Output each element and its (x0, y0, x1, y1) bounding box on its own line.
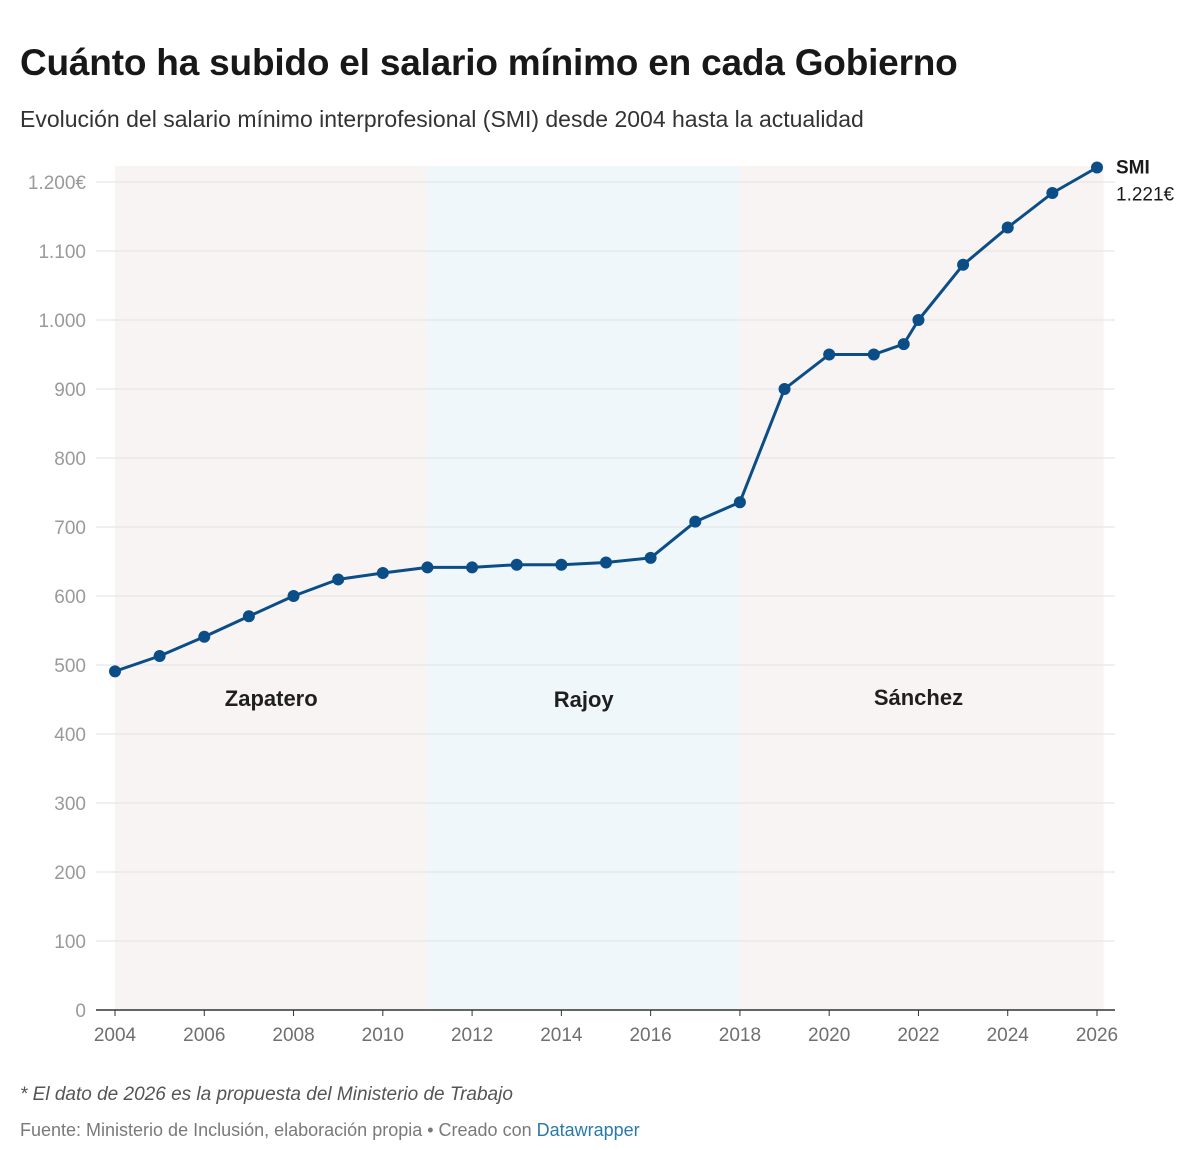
y-tick-label: 400 (54, 725, 86, 746)
data-point (198, 630, 211, 643)
data-point (689, 515, 702, 528)
data-point (778, 383, 791, 395)
source-text: Fuente: Ministerio de Inclusión, elabora… (20, 1120, 537, 1140)
x-tick-label: 2010 (362, 1025, 404, 1046)
series-lines (113, 166, 1099, 673)
x-tick-label: 2016 (629, 1025, 671, 1046)
footnote: * El dato de 2026 es la propuesta del Mi… (20, 1084, 513, 1105)
y-tick-label: 1.000 (38, 311, 86, 332)
chart-subtitle: Evolución del salario mínimo interprofes… (20, 106, 864, 132)
end-labels: SMI 1.221€ (1116, 158, 1175, 206)
data-point (466, 561, 479, 574)
period-labels: Zapatero Rajoy Sánchez (225, 685, 963, 712)
data-point (957, 258, 970, 271)
x-tick-label: 2004 (94, 1025, 137, 1046)
y-tick-label: 1.200€ (28, 173, 87, 194)
series-points (109, 161, 1103, 678)
data-point (421, 561, 434, 574)
datawrapper-link[interactable]: Datawrapper (536, 1120, 640, 1140)
chart-title: Cuánto ha subido el salario mínimo en ca… (20, 42, 958, 83)
series-end-value: 1.221€ (1116, 185, 1175, 206)
x-tick-label: 2014 (540, 1025, 583, 1046)
y-tick-label: 800 (54, 449, 86, 470)
data-point (242, 610, 255, 623)
data-point (912, 314, 925, 326)
data-point (897, 338, 910, 351)
period-band-2 (739, 166, 1104, 1010)
period-label-sánchez: Sánchez (874, 685, 963, 710)
data-point (1091, 161, 1103, 174)
data-point (1001, 221, 1014, 234)
y-tick-label: 1.100 (38, 242, 86, 263)
data-point (332, 573, 345, 586)
period-label-zapatero: Zapatero (225, 686, 318, 711)
x-tick-label: 2008 (272, 1025, 314, 1046)
data-point (510, 558, 523, 571)
y-tick-label: 900 (54, 380, 86, 401)
data-point (644, 551, 657, 564)
x-tick-label: 2024 (987, 1025, 1030, 1046)
y-tick-label: 0 (75, 1001, 86, 1022)
y-axis-labels: 0 100 200 300 400 500 600 700 800 900 1.000 1.100 1.… (28, 173, 87, 1022)
period-band-1 (427, 166, 740, 1010)
data-point (109, 665, 121, 678)
data-point (376, 567, 389, 580)
data-point (1046, 187, 1059, 200)
y-tick-label: 700 (54, 518, 86, 539)
period-bands (115, 166, 1104, 1010)
data-point (600, 556, 612, 569)
series-end-name: SMI (1116, 158, 1150, 179)
y-tick-label: 200 (54, 863, 86, 884)
x-tick-label: 2012 (451, 1025, 493, 1046)
y-tick-label: 300 (54, 794, 86, 815)
data-point (287, 590, 300, 602)
data-point (823, 348, 836, 361)
y-tick-label: 100 (54, 932, 86, 953)
data-point (555, 558, 568, 571)
x-tick-label: 2022 (897, 1025, 939, 1046)
y-tick-label: 600 (54, 587, 86, 608)
period-label-rajoy: Rajoy (554, 687, 615, 712)
x-tick-label: 2026 (1076, 1025, 1118, 1046)
gridlines (96, 181, 1115, 942)
x-tick-label: 2018 (719, 1025, 761, 1046)
data-point (867, 348, 880, 361)
period-band-0 (115, 166, 428, 1010)
series-line-0 (113, 166, 1099, 673)
data-point (153, 650, 166, 663)
source-line: Fuente: Ministerio de Inclusión, elabora… (20, 1120, 640, 1141)
x-tick-label: 2006 (183, 1025, 225, 1046)
x-tick-label: 2020 (808, 1025, 850, 1046)
y-tick-label: 500 (54, 656, 86, 677)
data-point (733, 496, 746, 509)
line-chart: 2004 2006 2008 2010 2012 2014 2016 2018 2020 2022… (28, 158, 1175, 1046)
x-axis: 2004 2006 2008 2010 2012 2014 2016 2018 2020 2022… (94, 1009, 1118, 1046)
